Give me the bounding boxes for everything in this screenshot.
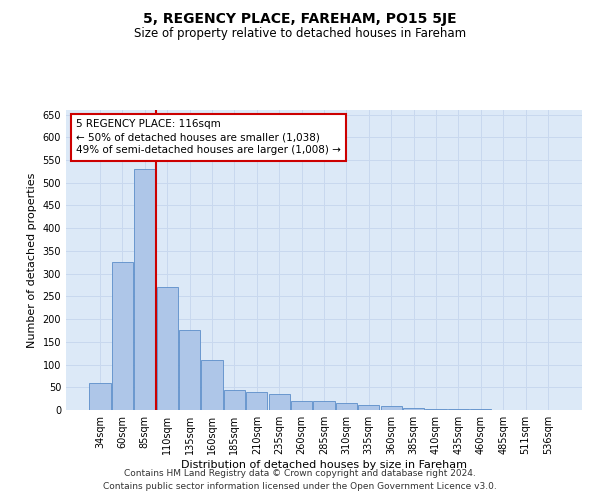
Text: Contains HM Land Registry data © Crown copyright and database right 2024.: Contains HM Land Registry data © Crown c… [124,468,476,477]
Bar [470,409,491,410]
Bar [179,330,200,410]
X-axis label: Distribution of detached houses by size in Fareham: Distribution of detached houses by size … [181,460,467,470]
Text: Contains public sector information licensed under the Open Government Licence v3: Contains public sector information licen… [103,482,497,491]
Bar [112,262,133,410]
Y-axis label: Number of detached properties: Number of detached properties [27,172,37,348]
Bar [358,406,379,410]
Bar [134,169,155,410]
Bar [336,403,357,410]
Bar [157,288,178,410]
Bar [224,390,245,410]
Bar [269,394,290,410]
Bar [246,392,268,410]
Bar [291,401,312,410]
Bar [89,382,111,410]
Bar [313,401,335,410]
Text: 5 REGENCY PLACE: 116sqm
← 50% of detached houses are smaller (1,038)
49% of semi: 5 REGENCY PLACE: 116sqm ← 50% of detache… [76,119,341,156]
Bar [403,408,424,410]
Bar [448,409,469,410]
Text: 5, REGENCY PLACE, FAREHAM, PO15 5JE: 5, REGENCY PLACE, FAREHAM, PO15 5JE [143,12,457,26]
Bar [202,360,223,410]
Bar [425,408,446,410]
Text: Size of property relative to detached houses in Fareham: Size of property relative to detached ho… [134,28,466,40]
Bar [380,406,402,410]
